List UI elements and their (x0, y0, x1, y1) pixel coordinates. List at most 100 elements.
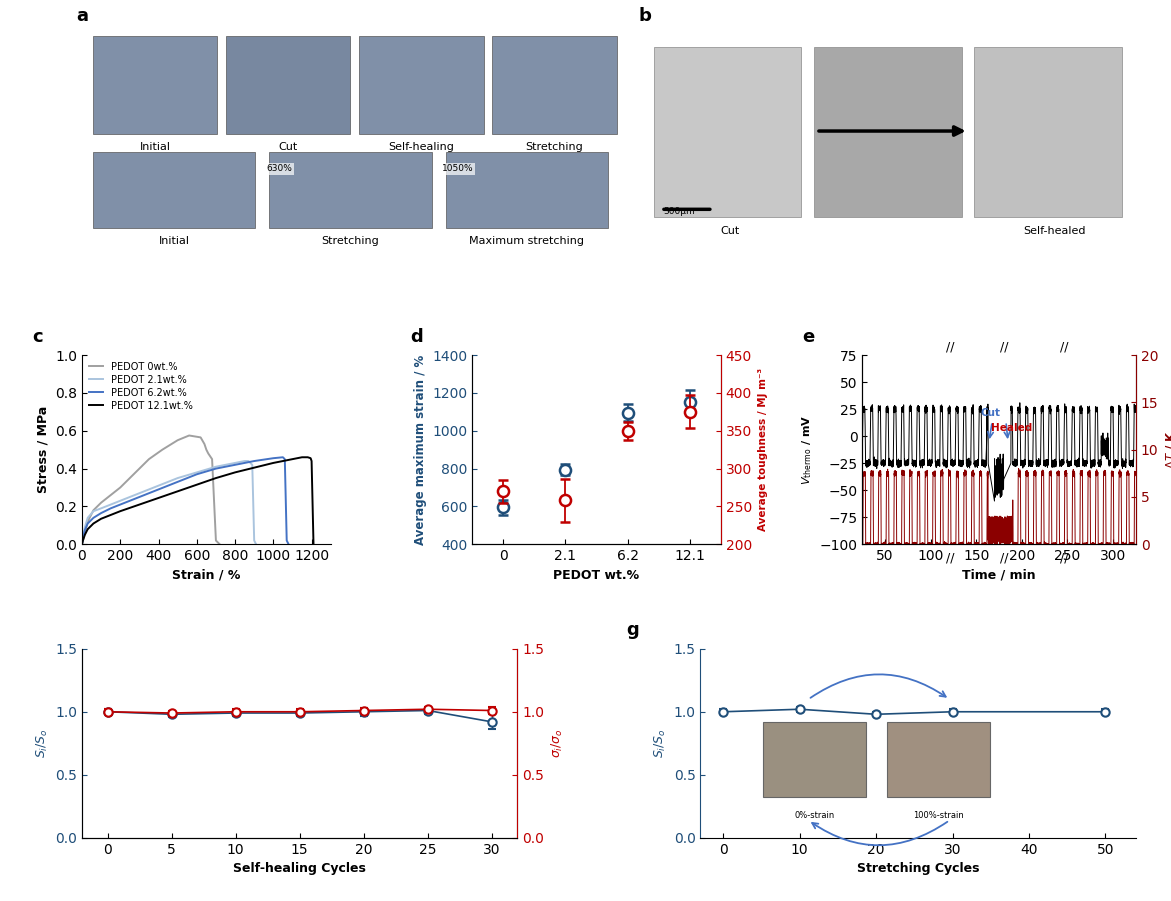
PEDOT 12.1wt.% (286, 454, 300, 465)
Text: Self-healed: Self-healed (1023, 226, 1086, 236)
Text: //: // (945, 552, 954, 565)
X-axis label: PEDOT wt.%: PEDOT wt.% (554, 569, 639, 582)
Legend: PEDOT 0wt.%, PEDOT 2.1wt.%, PEDOT 6.2wt.%, PEDOT 12.1wt.%: PEDOT 0wt.%, PEDOT 2.1wt.%, PEDOT 6.2wt.… (87, 359, 194, 413)
PEDOT 12.1wt.% (247, 462, 261, 473)
PEDOT 2.1wt.% (75, 539, 89, 550)
PEDOT 2.1wt.% (81, 513, 95, 523)
PEDOT 6.2wt.% (247, 456, 261, 467)
Text: Self-healing: Self-healing (389, 142, 454, 152)
PEDOT 0wt.% (156, 444, 170, 455)
PEDOT 12.1wt.% (81, 523, 95, 534)
PEDOT 6.2wt.% (87, 513, 101, 523)
Line: PEDOT 12.1wt.%: PEDOT 12.1wt.% (82, 457, 314, 544)
PEDOT 12.1wt.% (171, 486, 185, 496)
Text: Cut: Cut (981, 407, 1001, 418)
PEDOT 2.1wt.% (104, 499, 118, 510)
PEDOT 2.1wt.% (151, 480, 165, 491)
PEDOT 6.2wt.% (132, 492, 146, 503)
PEDOT 0wt.% (213, 539, 227, 550)
Y-axis label: $V_\mathrm{thermo}$ / mV: $V_\mathrm{thermo}$ / mV (800, 414, 814, 485)
PEDOT 12.1wt.% (295, 451, 309, 462)
Text: //: // (1061, 341, 1069, 353)
PEDOT 6.2wt.% (281, 539, 295, 550)
PEDOT 12.1wt.% (151, 493, 165, 504)
Text: Maximum stretching: Maximum stretching (470, 236, 584, 246)
PEDOT 6.2wt.% (75, 539, 89, 550)
Line: PEDOT 0wt.%: PEDOT 0wt.% (82, 435, 220, 544)
Text: Stretching: Stretching (526, 142, 583, 152)
PEDOT 6.2wt.% (114, 499, 128, 510)
PEDOT 6.2wt.% (81, 518, 95, 529)
PEDOT 2.1wt.% (190, 467, 204, 478)
FancyBboxPatch shape (446, 152, 608, 228)
FancyBboxPatch shape (653, 47, 801, 217)
Y-axis label: Stress / MPa: Stress / MPa (36, 406, 49, 494)
Text: d: d (410, 328, 423, 346)
PEDOT 0wt.% (208, 535, 222, 546)
PEDOT 2.1wt.% (228, 458, 242, 469)
FancyBboxPatch shape (814, 47, 961, 217)
PEDOT 0wt.% (94, 497, 108, 508)
PEDOT 0wt.% (171, 435, 185, 446)
FancyBboxPatch shape (226, 36, 350, 134)
Text: c: c (33, 328, 43, 346)
Y-axis label: $S_i/S_o$: $S_i/S_o$ (34, 728, 49, 759)
X-axis label: Stretching Cycles: Stretching Cycles (857, 862, 979, 876)
Y-axis label: $S_i/S_o$: $S_i/S_o$ (653, 728, 667, 759)
PEDOT 0wt.% (104, 490, 118, 501)
PEDOT 0wt.% (199, 444, 213, 455)
PEDOT 0wt.% (114, 482, 128, 493)
Text: Initial: Initial (158, 236, 190, 246)
PEDOT 2.1wt.% (171, 473, 185, 484)
PEDOT 6.2wt.% (280, 535, 294, 546)
PEDOT 2.1wt.% (77, 522, 91, 532)
PEDOT 6.2wt.% (171, 477, 185, 487)
Text: 630%: 630% (267, 164, 293, 173)
PEDOT 0wt.% (76, 535, 90, 546)
PEDOT 12.1wt.% (132, 499, 146, 510)
PEDOT 12.1wt.% (104, 510, 118, 521)
PEDOT 12.1wt.% (301, 451, 315, 462)
PEDOT 12.1wt.% (208, 473, 222, 484)
PEDOT 0wt.% (129, 467, 143, 478)
PEDOT 12.1wt.% (307, 539, 321, 550)
PEDOT 12.1wt.% (75, 539, 89, 550)
Text: g: g (626, 621, 639, 639)
PEDOT 12.1wt.% (114, 505, 128, 516)
PEDOT 2.1wt.% (208, 461, 222, 472)
Y-axis label: $\Delta T$ / K: $\Delta T$ / K (1164, 430, 1171, 469)
Line: PEDOT 2.1wt.%: PEDOT 2.1wt.% (82, 461, 256, 544)
Text: a: a (76, 7, 89, 25)
FancyBboxPatch shape (974, 47, 1122, 217)
Text: //: // (945, 341, 954, 353)
Y-axis label: $\sigma_i/\sigma_o$: $\sigma_i/\sigma_o$ (550, 728, 564, 759)
PEDOT 2.1wt.% (114, 496, 128, 506)
PEDOT 0wt.% (75, 539, 89, 550)
PEDOT 6.2wt.% (266, 453, 280, 464)
PEDOT 12.1wt.% (87, 518, 101, 529)
Text: 300μm: 300μm (664, 207, 696, 215)
Y-axis label: Average maximum strain / %: Average maximum strain / % (413, 355, 426, 545)
PEDOT 6.2wt.% (228, 460, 242, 470)
PEDOT 6.2wt.% (208, 463, 222, 474)
PEDOT 0wt.% (201, 448, 215, 459)
PEDOT 2.1wt.% (245, 460, 259, 470)
PEDOT 2.1wt.% (244, 458, 258, 469)
PEDOT 2.1wt.% (76, 532, 90, 542)
PEDOT 6.2wt.% (77, 524, 91, 535)
PEDOT 12.1wt.% (304, 456, 319, 467)
PEDOT 0wt.% (81, 516, 95, 527)
Y-axis label: Average toughness / MJ m⁻³: Average toughness / MJ m⁻³ (758, 369, 767, 532)
PEDOT 12.1wt.% (228, 467, 242, 478)
PEDOT 12.1wt.% (266, 458, 280, 469)
PEDOT 6.2wt.% (76, 532, 90, 543)
PEDOT 2.1wt.% (238, 456, 252, 467)
PEDOT 12.1wt.% (303, 453, 317, 464)
FancyBboxPatch shape (269, 152, 432, 228)
Text: Cut: Cut (720, 226, 740, 236)
PEDOT 0wt.% (77, 528, 91, 539)
FancyBboxPatch shape (492, 36, 617, 134)
PEDOT 6.2wt.% (151, 484, 165, 495)
PEDOT 12.1wt.% (94, 514, 108, 524)
PEDOT 2.1wt.% (132, 487, 146, 498)
